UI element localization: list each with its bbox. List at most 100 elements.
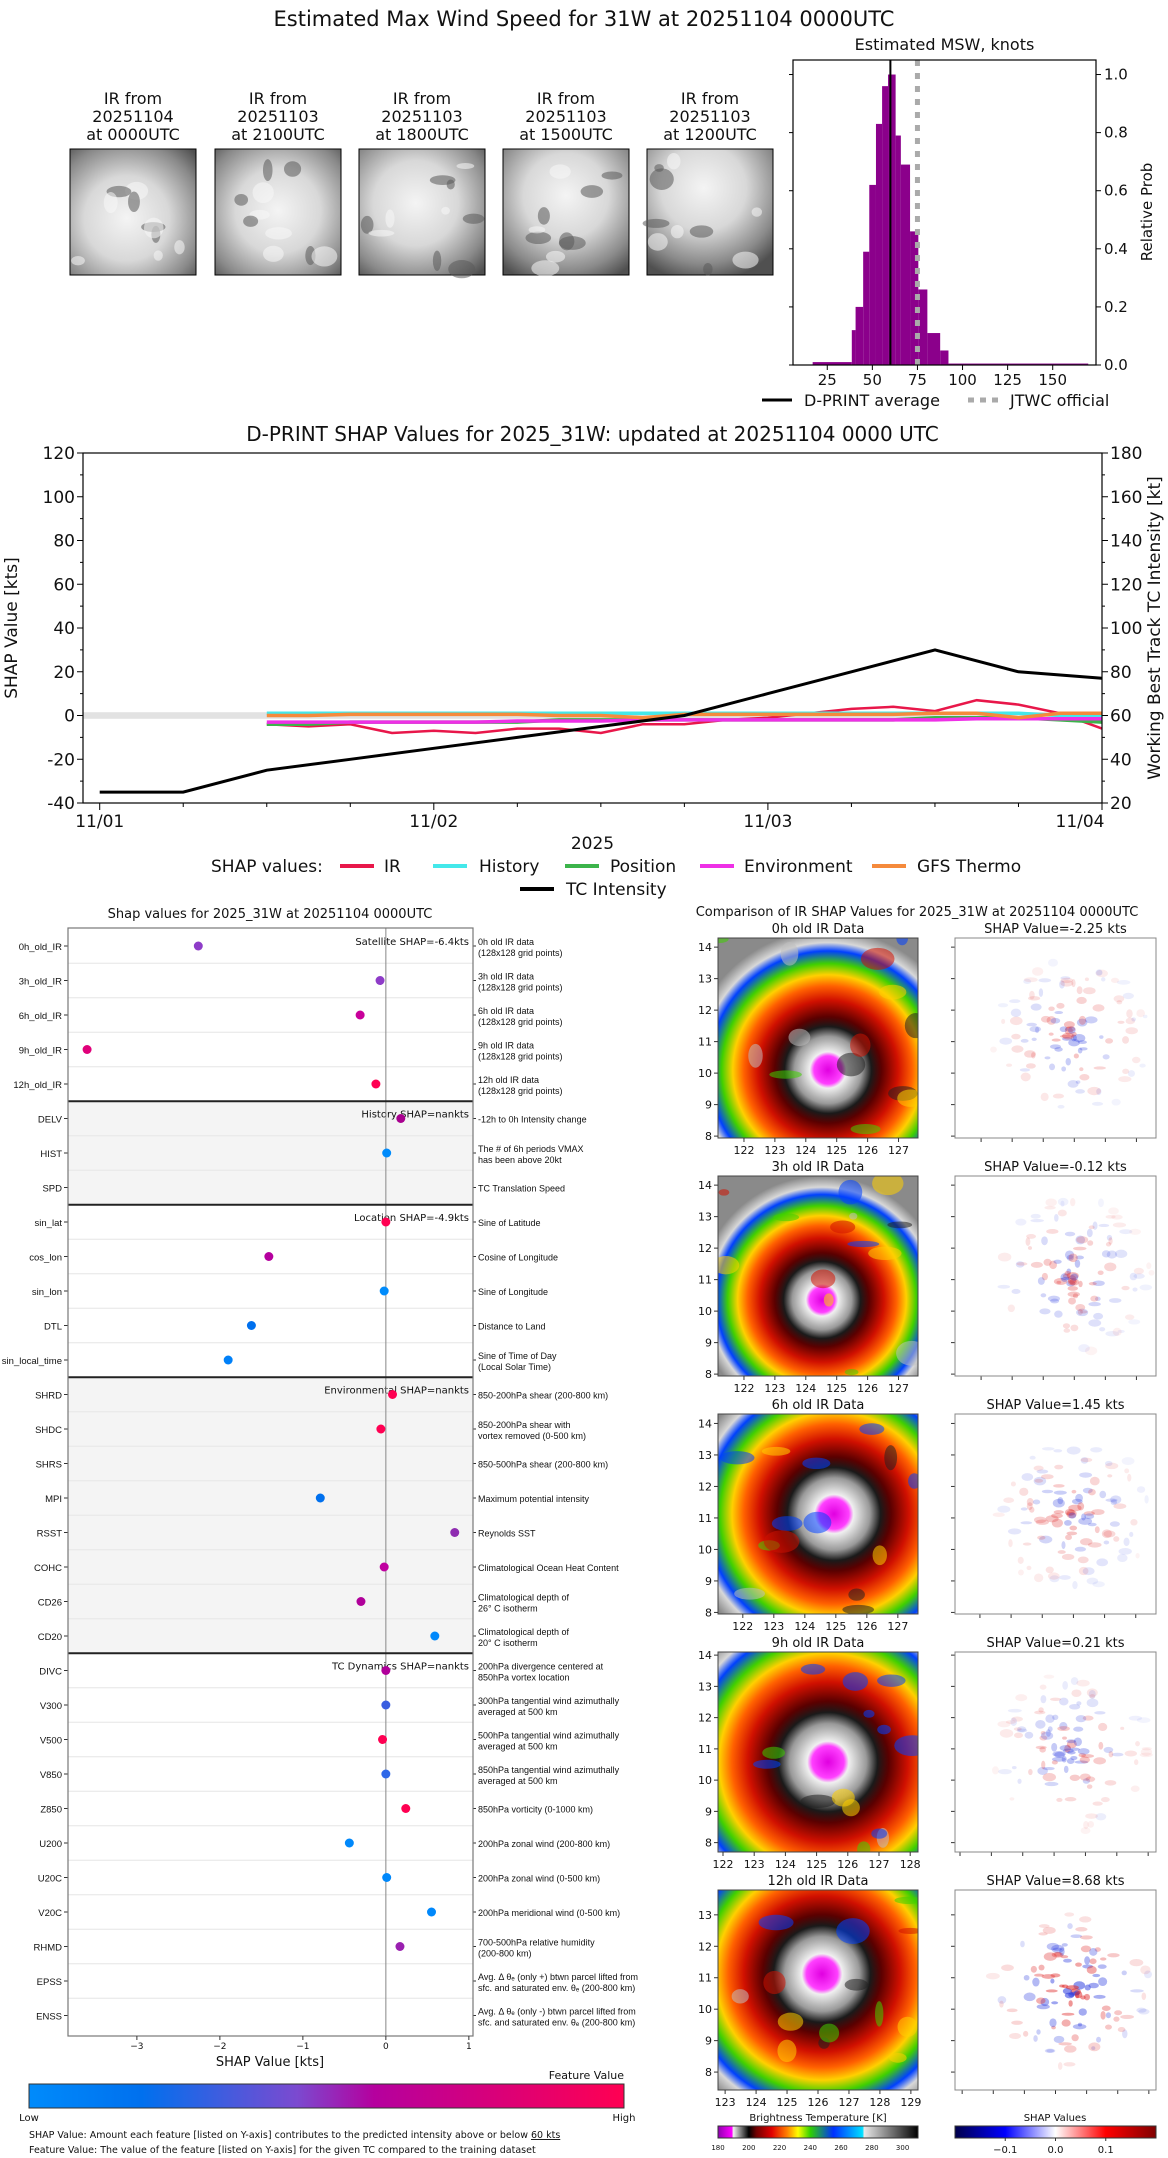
cloud-feature	[649, 168, 674, 190]
shap-pixel-cluster	[1139, 1063, 1146, 1068]
lon-tick-label: 126	[857, 1144, 878, 1157]
shap-pixel-cluster	[990, 1046, 997, 1053]
ir-thumbnail-image	[69, 148, 197, 276]
x-tick-label: −1	[296, 2042, 309, 2052]
cloud-feature	[263, 245, 284, 262]
shap-pixel-cluster	[1067, 1278, 1077, 1286]
feature-description: TC Translation Speed	[478, 1184, 565, 1194]
shap-pixel-cluster	[1062, 1273, 1071, 1279]
shap-pixel-cluster	[1023, 2030, 1029, 2037]
shap-pixel-cluster	[1075, 1927, 1088, 1932]
shap-pixel-cluster	[1078, 1753, 1086, 1758]
lat-tick-label: 11	[698, 1512, 712, 1525]
shap-pixel-cluster	[1093, 1312, 1104, 1320]
shap-pixel-cluster	[1089, 1476, 1100, 1486]
thumbnail-label: 20251103	[381, 107, 462, 126]
colorbar-label: Feature Value	[549, 2069, 625, 2082]
shap-pixel-cluster	[1083, 1511, 1095, 1516]
shap-pixel-cluster	[1053, 2035, 1065, 2044]
feature-shap-dot	[381, 1666, 391, 1675]
feature-description: (128x128 grid points)	[478, 948, 563, 958]
lon-tick-label: 123	[715, 2096, 736, 2109]
cloud-feature	[800, 1794, 836, 1808]
shap-pixel-cluster	[1030, 1965, 1037, 1973]
shap-pixel-cluster	[1040, 1730, 1046, 1736]
lon-tick-label: 127	[888, 1382, 909, 1395]
shap-pixel-cluster	[1071, 1498, 1083, 1505]
shap-pixel-cluster	[1051, 1944, 1065, 1953]
feature-description: 700-500hPa relative humidity	[478, 1938, 595, 1948]
shap-pixel-cluster	[1105, 1242, 1112, 1247]
shap-pixel-cluster	[1116, 1000, 1123, 1005]
y-tick-label: 40	[53, 619, 75, 639]
shap-pixel-cluster	[1071, 1689, 1082, 1698]
shap-pixel-cluster	[999, 1037, 1013, 1045]
shap-pixel-cluster	[1030, 1219, 1044, 1223]
shap-pixel-cluster	[1082, 1487, 1093, 1494]
lon-tick-label: 127	[888, 1144, 909, 1157]
shap-pixel-cluster	[1097, 1964, 1107, 1969]
cloud-feature	[732, 251, 759, 269]
shap-pixel-cluster	[1023, 978, 1032, 985]
feature-description: 850-500hPa shear (200-800 km)	[478, 1460, 608, 1470]
shap-pixel-cluster	[1007, 1528, 1022, 1535]
shap-pixel-cluster	[1086, 1228, 1093, 1238]
shap-pixel-cluster	[1116, 980, 1131, 985]
shap-pixel-cluster	[1136, 1009, 1145, 1018]
shap-pixel-cluster	[1131, 1017, 1137, 1022]
shap-pixel-cluster	[1071, 1489, 1077, 1494]
cloud-feature	[819, 2023, 840, 2043]
lon-tick-label: 123	[764, 1144, 785, 1157]
feature-shap-dot	[379, 1286, 389, 1296]
shap-pixel-cluster	[1068, 1297, 1076, 1305]
shap-pixel-cluster	[1066, 1272, 1079, 1280]
lat-tick-label: 10	[698, 1774, 712, 1787]
lat-tick-label: 12	[698, 1712, 712, 1725]
feature-name: CD20	[38, 1632, 62, 1643]
shap-pixel-cluster	[1067, 1286, 1078, 1291]
x-tick-label: 100	[948, 371, 977, 389]
cloud-feature	[857, 1841, 871, 1852]
shap-pixel-cluster	[1099, 1327, 1106, 1332]
ir-image	[718, 1176, 918, 1376]
shap-pixel-cluster	[1053, 1259, 1062, 1264]
shap-pixel-cluster	[1087, 1086, 1102, 1096]
shap-pixel-cluster	[1057, 1197, 1069, 1206]
shap-pixel-cluster	[1087, 1821, 1095, 1828]
histogram-ylabel: Relative Prob	[1138, 163, 1156, 262]
feature-description: sfc. and saturated env. θₑ (200-800 km)	[478, 1983, 635, 1993]
shap-pixel-cluster	[1073, 1053, 1079, 1059]
shap-pixel-cluster	[1066, 1446, 1081, 1455]
shap-pixel-cluster	[1047, 958, 1059, 967]
shap-pixel-cluster	[1078, 2008, 1087, 2016]
shap-pixel-cluster	[1089, 1948, 1098, 1956]
feature-name: MPI	[45, 1494, 62, 1505]
shap-pixel-cluster	[1074, 1991, 1083, 1999]
feature-description: Sine of Latitude	[478, 1218, 541, 1228]
shap-pixel-cluster	[1030, 1213, 1041, 1219]
shap-pixel-cluster	[1057, 1550, 1066, 1554]
ir-colorbar-tick: 240	[804, 2144, 817, 2152]
shap-pixel-cluster	[1078, 1015, 1087, 1025]
shap-pixel-cluster	[1144, 1495, 1149, 1504]
histogram-bar	[895, 135, 901, 365]
cloud-feature	[670, 224, 684, 239]
cloud-feature	[897, 1089, 918, 1107]
x-tick-label: −2	[213, 2042, 226, 2052]
shap-pixel-cluster	[1078, 1280, 1083, 1288]
shap-pixel-cluster	[1026, 1022, 1038, 1027]
shap-pixel-cluster	[1033, 1973, 1045, 1977]
feature-name: RHMD	[34, 1943, 63, 1954]
feature-name: RSST	[37, 1529, 63, 1540]
shap-pixel-cluster	[1047, 1295, 1060, 1302]
shap-pixel-cluster	[1017, 1726, 1027, 1732]
shap-pixel-cluster	[1105, 1214, 1116, 1219]
shap-pixel-cluster	[1041, 1272, 1048, 1281]
shap-pixel-cluster	[1077, 1047, 1083, 1054]
cloud-feature	[734, 1587, 765, 1600]
cloud-feature	[751, 207, 763, 217]
timeseries-y2label: Working Best Track TC Intensity [kt]	[1145, 476, 1165, 780]
x-tick-label: 150	[1038, 371, 1067, 389]
shap-pixel-cluster	[1088, 1319, 1102, 1327]
shap-pixel-cluster	[1070, 1934, 1083, 1938]
